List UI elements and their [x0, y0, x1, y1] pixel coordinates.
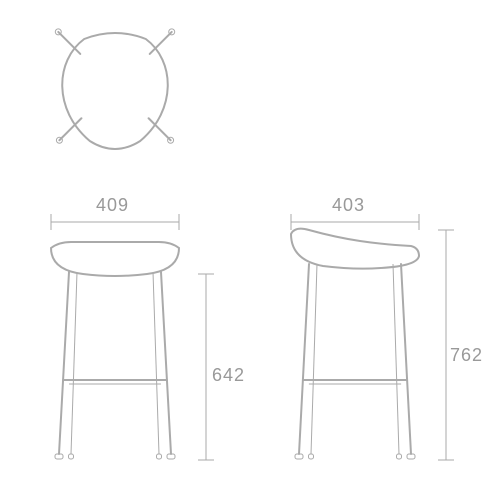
top-view-drawing: [0, 0, 500, 500]
dim-width-side: 403: [332, 195, 365, 216]
dim-seat-height: 642: [212, 365, 245, 386]
dim-width-front: 409: [96, 195, 129, 216]
dim-overall-height: 762: [450, 345, 483, 366]
